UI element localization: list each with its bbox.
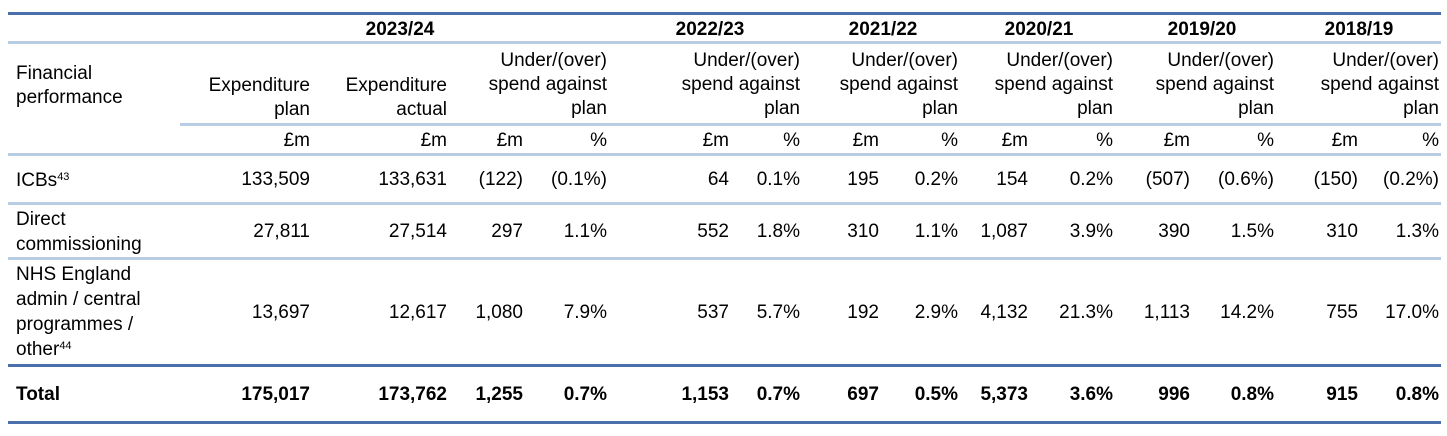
under-over-1819-m-cell: 915 [1326, 384, 1358, 405]
row-label-direct-commissioning: Direct commissioning [16, 209, 142, 255]
under-over-2223-m-cell: 552 [697, 221, 729, 242]
under-over-2324-pct-cell: 1.1% [563, 221, 607, 242]
under-over-2122-pct-cell: 2.9% [914, 302, 958, 323]
under-over-2324-m-cell: 1,255 [475, 384, 523, 405]
total-top-rule [8, 364, 1441, 367]
unit-label: % [1257, 130, 1274, 151]
expenditure-actual-cell: 133,631 [378, 169, 447, 190]
under-over-2324-pct-cell: 0.7% [563, 384, 607, 405]
under-over-2324-m-cell: 297 [491, 221, 523, 242]
under-over-heading: Under/(over) spend against plan [681, 50, 800, 119]
row-label-nhs-england-admin: NHS England admin / central programmes /… [16, 264, 141, 360]
under-over-2021-m-cell: 1,087 [980, 221, 1028, 242]
under-over-2223-pct-cell: 5.7% [756, 302, 800, 323]
unit-label: % [941, 130, 958, 151]
under-over-2021-m-cell: 154 [996, 169, 1028, 190]
expenditure-actual-cell: 27,514 [388, 221, 447, 242]
under-over-2021-pct-cell: 3.9% [1069, 221, 1113, 242]
under-over-2324-pct-cell: 7.9% [563, 302, 607, 323]
row-divider [8, 257, 1441, 260]
unit-label: £m [496, 130, 523, 151]
under-over-2324-m-cell: 1,080 [475, 302, 523, 323]
under-over-2021-m-cell: 5,373 [980, 384, 1028, 405]
under-over-heading: Under/(over) spend against plan [1320, 50, 1439, 119]
under-over-1819-m-cell: 310 [1326, 221, 1358, 242]
expenditure-plan-cell: 13,697 [251, 302, 310, 323]
unit-label: £m [702, 130, 729, 151]
under-over-2122-m-cell: 697 [847, 384, 879, 405]
under-over-2223-pct-cell: 1.8% [756, 221, 800, 242]
under-over-2223-m-cell: 64 [707, 169, 729, 190]
under-over-1920-m-cell: 1,113 [1143, 302, 1190, 323]
under-over-2122-m-cell: 195 [847, 169, 879, 190]
under-over-2021-pct-cell: 21.3% [1059, 302, 1113, 323]
under-over-1819-m-cell: 755 [1326, 302, 1358, 323]
under-over-1920-m-cell: 996 [1158, 384, 1190, 405]
units-divider [180, 123, 1441, 126]
unit-label: £m [420, 130, 447, 151]
row-divider [8, 202, 1441, 205]
unit-label: £m [852, 130, 879, 151]
expenditure-actual-cell: 173,762 [378, 384, 447, 405]
under-over-1819-m-cell: (150) [1313, 169, 1358, 190]
unit-label: £m [1163, 130, 1190, 151]
under-over-2324-m-cell: (122) [478, 169, 523, 190]
under-over-2021-pct-cell: 0.2% [1069, 169, 1113, 190]
under-over-2122-m-cell: 192 [847, 302, 879, 323]
row-label-heading: Financial performance [16, 63, 123, 108]
under-over-2122-pct-cell: 1.1% [914, 221, 958, 242]
under-over-1920-pct-cell: (0.6%) [1218, 169, 1274, 190]
year-header: 2019/20 [1167, 19, 1237, 40]
under-over-2122-m-cell: 310 [847, 221, 879, 242]
under-over-2021-pct-cell: 3.6% [1069, 384, 1113, 405]
under-over-2324-pct-cell: (0.1%) [551, 169, 607, 190]
header-bottom-rule [8, 153, 1441, 156]
year-underline [8, 41, 1441, 44]
under-over-2021-m-cell: 4,132 [980, 302, 1028, 323]
under-over-1819-pct-cell: 17.0% [1385, 302, 1439, 323]
unit-label: % [1422, 130, 1439, 151]
unit-label: £m [283, 130, 310, 151]
year-header: 2023/24 [365, 19, 435, 40]
expenditure-plan-heading: Expenditure plan [208, 75, 310, 120]
unit-label: % [590, 130, 607, 151]
under-over-1920-m-cell: 390 [1158, 221, 1190, 242]
expenditure-plan-cell: 175,017 [241, 384, 310, 405]
expenditure-plan-cell: 27,811 [253, 221, 310, 242]
under-over-1920-m-cell: (507) [1145, 169, 1190, 190]
expenditure-actual-cell: 12,617 [388, 302, 447, 323]
under-over-1819-pct-cell: (0.2%) [1383, 169, 1439, 190]
under-over-1819-pct-cell: 0.8% [1395, 384, 1439, 405]
under-over-heading: Under/(over) spend against plan [994, 50, 1113, 119]
under-over-heading: Under/(over) spend against plan [839, 50, 958, 119]
under-over-2223-m-cell: 1,153 [681, 384, 729, 405]
expenditure-actual-heading: Expenditure actual [345, 75, 447, 120]
under-over-heading: Under/(over) spend against plan [488, 50, 607, 119]
under-over-2223-pct-cell: 0.7% [756, 384, 800, 405]
unit-label: % [1096, 130, 1113, 151]
under-over-1920-pct-cell: 1.5% [1230, 221, 1274, 242]
bottom-rule [8, 421, 1441, 424]
under-over-1920-pct-cell: 14.2% [1220, 302, 1274, 323]
year-header: 2020/21 [1004, 19, 1074, 40]
under-over-2122-pct-cell: 0.2% [914, 169, 958, 190]
under-over-2223-m-cell: 537 [697, 302, 729, 323]
year-header: 2021/22 [848, 19, 918, 40]
expenditure-plan-cell: 133,509 [241, 169, 310, 190]
top-rule [8, 12, 1441, 15]
under-over-2223-pct-cell: 0.1% [756, 169, 800, 190]
unit-label: £m [1001, 130, 1028, 151]
year-header: 2022/23 [675, 19, 745, 40]
row-label-icbs: ICBs43 [16, 170, 70, 191]
unit-label: £m [1331, 130, 1358, 151]
row-label-total: Total [16, 384, 60, 405]
year-header: 2018/19 [1324, 19, 1394, 40]
under-over-1920-pct-cell: 0.8% [1230, 384, 1274, 405]
under-over-2122-pct-cell: 0.5% [914, 384, 958, 405]
unit-label: % [783, 130, 800, 151]
under-over-1819-pct-cell: 1.3% [1395, 221, 1439, 242]
under-over-heading: Under/(over) spend against plan [1155, 50, 1274, 119]
